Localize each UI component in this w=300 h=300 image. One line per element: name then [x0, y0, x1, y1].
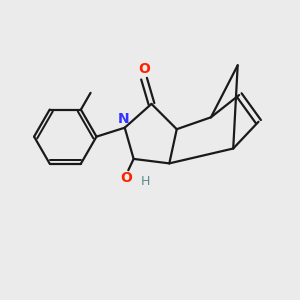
- Text: O: O: [120, 171, 132, 185]
- Text: O: O: [138, 62, 150, 76]
- Text: H: H: [140, 175, 150, 188]
- Text: N: N: [117, 112, 129, 126]
